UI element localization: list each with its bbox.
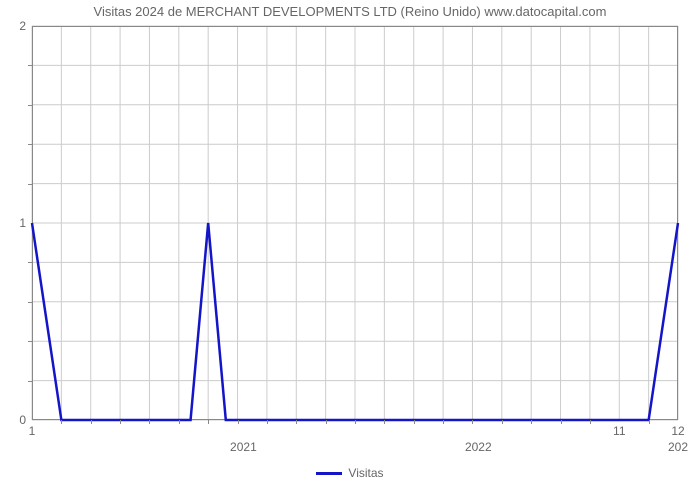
- y-tick-minor: [28, 105, 32, 106]
- legend-swatch: [316, 472, 342, 475]
- y-tick-label: 2: [19, 19, 32, 33]
- x-tick-minor: [590, 420, 591, 424]
- y-tick-minor: [28, 65, 32, 66]
- y-tick-minor: [28, 144, 32, 145]
- x-tick-minor: [649, 420, 650, 424]
- y-tick-label: 1: [19, 216, 32, 230]
- x-tick-minor: [561, 420, 562, 424]
- x-tick-minor: [384, 420, 385, 424]
- x-category-label: 202: [668, 420, 688, 454]
- x-category-label: 2022: [465, 420, 492, 454]
- x-tick-minor: [443, 420, 444, 424]
- x-tick-minor: [208, 420, 209, 424]
- legend-label: Visitas: [348, 466, 383, 480]
- x-tick-minor: [414, 420, 415, 424]
- x-tick-label: 11: [613, 420, 625, 438]
- x-tick-minor: [531, 420, 532, 424]
- y-tick-minor: [28, 184, 32, 185]
- plot-area: 0121111220212022202: [32, 26, 678, 420]
- x-tick-minor: [502, 420, 503, 424]
- legend: Visitas: [0, 466, 700, 480]
- x-tick-minor: [91, 420, 92, 424]
- plot-svg: [32, 26, 678, 420]
- x-tick-minor: [355, 420, 356, 424]
- x-tick-label: 1: [29, 420, 36, 438]
- chart-title: Visitas 2024 de MERCHANT DEVELOPMENTS LT…: [0, 4, 700, 19]
- x-tick-minor: [179, 420, 180, 424]
- x-tick-minor: [61, 420, 62, 424]
- x-tick-minor: [296, 420, 297, 424]
- y-tick-minor: [28, 381, 32, 382]
- chart-container: { "chart": { "type": "line", "title": "V…: [0, 0, 700, 500]
- x-tick-minor: [120, 420, 121, 424]
- x-category-label: 2021: [230, 420, 257, 454]
- y-tick-minor: [28, 302, 32, 303]
- x-tick-minor: [326, 420, 327, 424]
- x-tick-minor: [149, 420, 150, 424]
- y-tick-minor: [28, 341, 32, 342]
- y-tick-minor: [28, 262, 32, 263]
- x-tick-minor: [267, 420, 268, 424]
